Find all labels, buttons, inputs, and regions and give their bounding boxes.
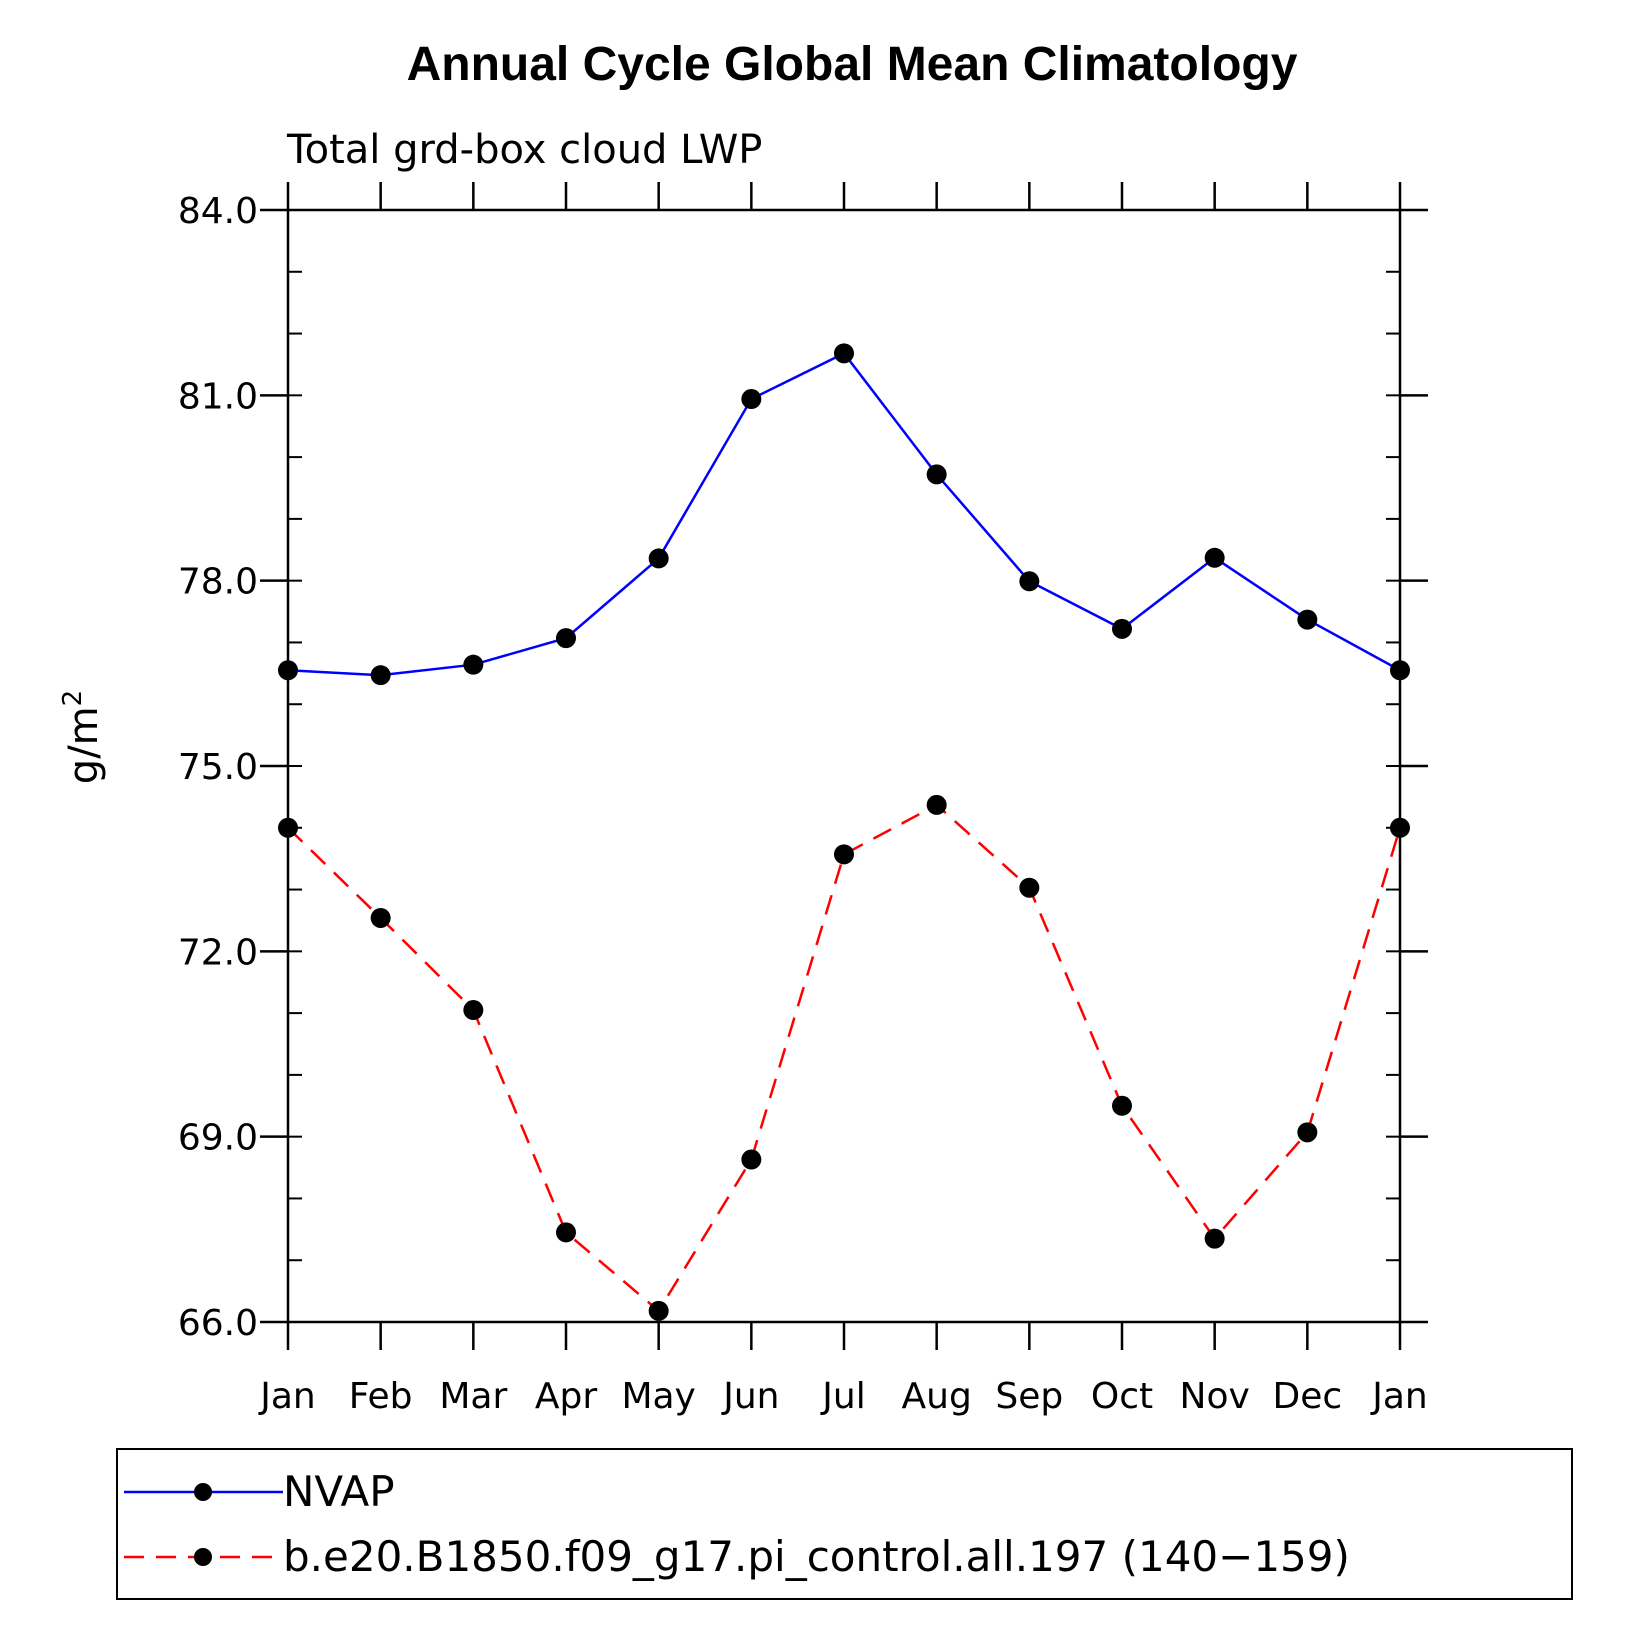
series-1-point: [926, 794, 947, 815]
x-tick-label: Sep: [995, 1376, 1063, 1417]
x-tick-label: May: [621, 1376, 695, 1417]
series-0-point: [834, 343, 854, 364]
legend-marker-nvap: [194, 1483, 212, 1501]
series-0-point: [463, 654, 484, 675]
svg-text:g/m2: g/m2: [58, 690, 107, 784]
series-layer: [278, 343, 1410, 1321]
series-1-point: [1019, 877, 1040, 898]
y-axis-label-superscript: 2: [58, 690, 88, 707]
x-tick-label: Jun: [721, 1376, 779, 1417]
x-tick-label: Feb: [349, 1376, 413, 1417]
series-1-point: [463, 1000, 484, 1021]
legend-label-nvap: NVAP: [283, 1467, 395, 1516]
y-tick-label: 78.0: [178, 562, 258, 603]
x-tick-label: Oct: [1091, 1376, 1153, 1417]
legend-box: [116, 1448, 1573, 1600]
y-axis-label-text: g/m: [61, 706, 107, 784]
x-tick-label: Jan: [1370, 1376, 1428, 1417]
y-tick-label: 75.0: [178, 747, 258, 788]
legend-marker-model: [194, 1548, 212, 1566]
series-0-point: [1019, 571, 1040, 592]
legend: NVAP b.e20.B1850.f09_g17.pi_control.all.…: [116, 1448, 1573, 1600]
plot-frame: [286, 208, 1402, 1324]
series-1-point: [1112, 1095, 1132, 1116]
y-tick-label: 81.0: [178, 376, 258, 417]
series-0-point: [1390, 660, 1410, 681]
y-tick-label: 66.0: [178, 1303, 258, 1344]
axis-ticks: [260, 182, 1428, 1350]
x-tick-label: Dec: [1272, 1376, 1342, 1417]
series-0-point: [648, 548, 669, 569]
legend-label-model: b.e20.B1850.f09_g17.pi_control.all.197 (…: [283, 1532, 1350, 1581]
series-1-point: [1297, 1122, 1318, 1143]
y-tick-label: 84.0: [178, 191, 258, 232]
series-0-point: [1297, 609, 1318, 630]
series-0-point: [1204, 547, 1225, 568]
series-line-1: [287, 803, 1402, 1313]
series-0-point: [278, 660, 298, 681]
chart-subtitle: Total grd-box cloud LWP: [286, 127, 762, 173]
x-tick-label: Mar: [439, 1376, 507, 1417]
series-1-point: [1390, 817, 1410, 838]
series-1-point: [556, 1222, 576, 1243]
y-axis-label: g/m2: [58, 690, 107, 784]
series-0-point: [370, 665, 391, 686]
y-tick-label: 72.0: [178, 932, 258, 973]
x-tick-label: Jan: [258, 1376, 316, 1417]
series-0-point: [741, 389, 762, 410]
series-0-point: [926, 464, 947, 485]
x-tick-label: Apr: [535, 1376, 597, 1417]
x-tick-label: Jul: [820, 1376, 865, 1417]
series-1-point: [834, 844, 854, 865]
series-1-point: [278, 817, 298, 838]
y-tick-label: 69.0: [178, 1118, 258, 1159]
series-line-0: [287, 351, 1401, 677]
series-1-point: [741, 1149, 762, 1170]
series-1-point: [1204, 1228, 1225, 1249]
series-1-point: [370, 907, 391, 928]
axis-tick-labels: 66.0 69.0 72.0 75.0 78.0 81.0 84.0 Jan Feb Mar Apr…: [178, 191, 1428, 1417]
series-0-point: [556, 628, 576, 649]
chart-title: Annual Cycle Global Mean Climatology: [407, 38, 1298, 91]
x-tick-label: Nov: [1180, 1376, 1250, 1417]
series-0-point: [1112, 618, 1132, 639]
x-tick-label: Aug: [902, 1376, 972, 1417]
series-1-point: [648, 1300, 669, 1321]
